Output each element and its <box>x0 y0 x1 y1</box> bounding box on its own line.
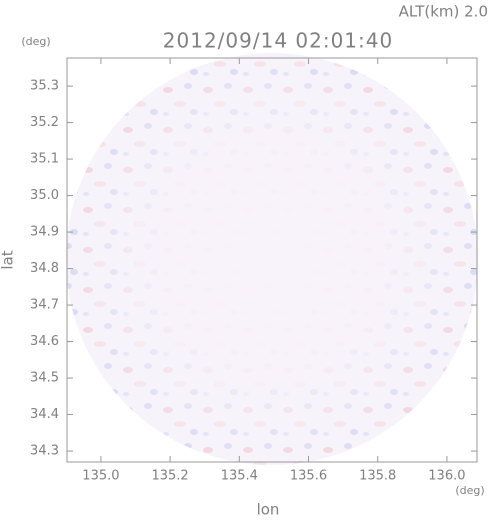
x-unit: (deg) <box>455 484 484 497</box>
plot-frame <box>66 57 478 463</box>
altitude-label: ALT(km) 2.0 <box>399 3 488 21</box>
y-tick-label: 34.4 <box>30 407 59 422</box>
y-tick-label: 34.8 <box>30 261 59 276</box>
x-tick-label: 135.0 <box>82 469 119 484</box>
y-axis-label: lat <box>0 250 17 269</box>
x-tick-label: 135.2 <box>151 469 188 484</box>
y-tick-label: 34.6 <box>30 334 59 349</box>
x-tick-label: 135.8 <box>359 469 396 484</box>
x-tick-label: 135.6 <box>290 469 327 484</box>
y-tick-label: 34.5 <box>30 371 59 386</box>
radar-field-center <box>66 53 478 465</box>
y-unit: (deg) <box>21 35 50 48</box>
y-tick-label: 35.0 <box>30 188 59 203</box>
x-axis-label: lon <box>257 501 280 519</box>
x-tick-label: 136.0 <box>428 469 465 484</box>
y-tick-label: 35.3 <box>30 79 59 94</box>
chart-title: 2012/09/14 02:01:40 <box>163 29 393 53</box>
x-tick-label: 135.4 <box>221 469 258 484</box>
y-tick-label: 34.3 <box>30 444 59 459</box>
y-tick-label: 34.7 <box>30 298 59 313</box>
y-tick-label: 34.9 <box>30 225 59 240</box>
y-tick-label: 35.1 <box>30 152 59 167</box>
y-tick-label: 35.2 <box>30 115 59 130</box>
